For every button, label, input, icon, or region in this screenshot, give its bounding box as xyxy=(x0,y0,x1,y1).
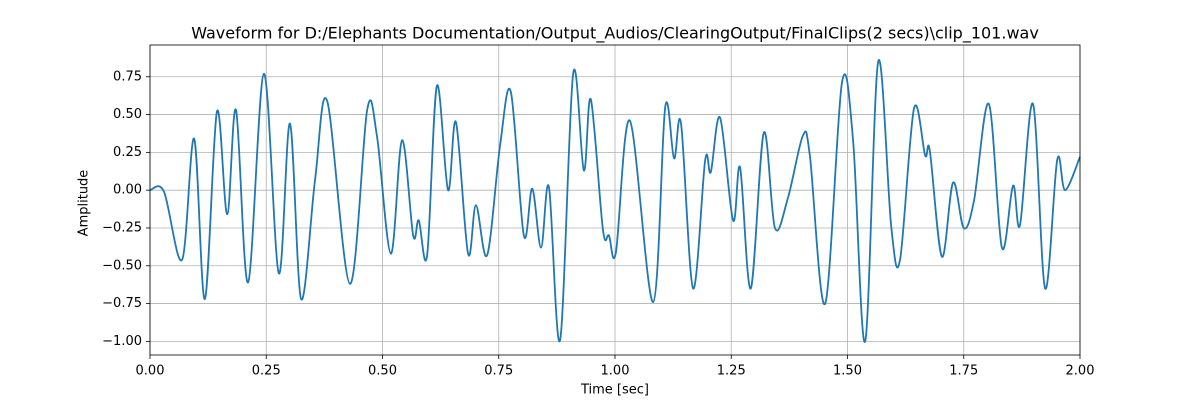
y-tick-label: −0.75 xyxy=(102,296,142,311)
x-axis-label: Time [sec] xyxy=(580,383,649,398)
x-tick-label: 2.00 xyxy=(1066,364,1095,379)
axes-frame xyxy=(149,44,1081,356)
y-tick-label: −1.00 xyxy=(102,334,142,349)
y-tick-label: 0.00 xyxy=(113,183,142,198)
x-tick-label: 1.25 xyxy=(717,364,746,379)
y-tick-label: −0.50 xyxy=(102,258,142,273)
y-axis-label: Amplitude xyxy=(77,170,92,237)
x-tick-label: 1.50 xyxy=(833,364,862,379)
x-tick-label: 0.25 xyxy=(252,364,281,379)
y-tick-label: −0.25 xyxy=(102,220,142,235)
y-tick-label: 0.75 xyxy=(113,69,142,84)
x-tick-label: 0.00 xyxy=(136,364,165,379)
waveform-line xyxy=(149,59,1081,343)
y-tick-label: 0.50 xyxy=(113,107,142,122)
y-tick-label: 0.25 xyxy=(113,145,142,160)
x-tick-label: 0.75 xyxy=(484,364,513,379)
x-tick-label: 0.50 xyxy=(368,364,397,379)
chart-title: Waveform for D:/Elephants Documentation/… xyxy=(191,24,1039,44)
x-tick-label: 1.00 xyxy=(601,364,630,379)
x-tick-label: 1.75 xyxy=(949,364,978,379)
